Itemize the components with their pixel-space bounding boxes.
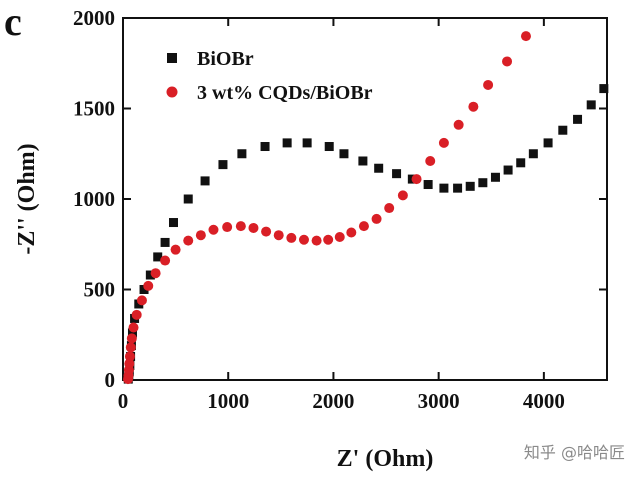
data-point-circle — [126, 333, 137, 344]
plot-border — [122, 17, 608, 381]
data-point-square — [392, 169, 402, 179]
data-point-square — [282, 138, 292, 148]
data-point-circle — [248, 222, 259, 233]
data-point-circle — [453, 119, 464, 130]
x-tick-label: 3000 — [418, 389, 460, 413]
data-point-circle — [160, 255, 171, 266]
data-point-square — [145, 270, 155, 280]
series-cqds-biobr — [123, 31, 531, 385]
data-point-square — [139, 285, 149, 294]
y-tick-label: 1500 — [73, 97, 115, 121]
legend-label: BiOBr — [197, 48, 254, 70]
x-tick-label: 0 — [118, 389, 129, 413]
data-point-circle — [273, 230, 284, 241]
y-tick-label: 2000 — [73, 6, 115, 30]
x-axis: 0 1000 2000 3000 4000 — [118, 18, 565, 413]
data-point-circle — [397, 190, 408, 201]
data-point-square — [339, 149, 349, 159]
legend-label: 3 wt% CQDs/BiOBr — [197, 82, 373, 104]
data-point-circle — [425, 155, 436, 166]
y-tick-label: 0 — [105, 368, 116, 392]
data-point-square — [478, 178, 488, 188]
data-point-circle — [286, 232, 297, 243]
data-point-circle — [195, 230, 206, 241]
data-point-square — [573, 114, 583, 124]
data-point-circle — [235, 221, 246, 232]
legend: BiOBr 3 wt% CQDs/BiOBr — [166, 48, 373, 104]
data-point-circle — [131, 309, 142, 320]
data-point-circle — [438, 137, 449, 148]
x-tick-label: 2000 — [312, 389, 354, 413]
data-point-square — [439, 183, 449, 193]
data-point-square — [358, 156, 368, 166]
data-point-circle — [346, 227, 357, 238]
data-point-circle — [311, 235, 322, 246]
data-point-circle — [183, 235, 194, 246]
panel-label: c — [4, 0, 22, 44]
data-point-square — [586, 100, 596, 110]
data-point-square — [490, 172, 500, 182]
data-point-square — [453, 183, 463, 193]
data-point-circle — [125, 342, 136, 353]
data-point-circle — [334, 232, 345, 243]
data-point-circle — [128, 322, 139, 333]
data-point-square — [558, 125, 568, 135]
data-point-square — [503, 165, 513, 175]
data-point-square — [237, 149, 247, 159]
data-point-circle — [323, 234, 334, 245]
data-point-circle — [468, 101, 479, 112]
data-point-circle — [124, 358, 135, 369]
data-point-square — [218, 160, 228, 170]
data-point-circle — [150, 268, 161, 279]
y-tick-label: 1000 — [73, 187, 115, 211]
data-point-square — [324, 142, 334, 152]
data-point-square — [127, 328, 137, 338]
watermark: 知乎 @哈哈匠 — [523, 443, 625, 462]
data-point-circle — [411, 174, 422, 185]
plot-frame — [122, 17, 608, 381]
y-axis-label: -Z'' (Ohm) — [14, 143, 40, 254]
data-point-circle — [208, 224, 219, 235]
data-point-square — [260, 142, 270, 152]
data-point-square — [599, 84, 609, 94]
data-point-circle — [483, 79, 494, 90]
data-point-square — [516, 158, 526, 168]
x-tick-label: 1000 — [207, 389, 249, 413]
data-point-circle — [261, 226, 272, 237]
data-point-circle — [298, 234, 309, 245]
data-point-circle — [222, 222, 233, 233]
data-point-circle — [384, 203, 395, 214]
data-point-square — [200, 176, 210, 186]
x-tick-label: 4000 — [523, 389, 565, 413]
data-point-square — [528, 149, 538, 159]
data-point-square — [543, 138, 553, 148]
data-point-circle — [170, 244, 181, 255]
series-layer — [123, 31, 609, 385]
data-point-square — [302, 138, 312, 148]
legend-marker-square — [167, 53, 177, 63]
data-point-circle — [136, 295, 147, 306]
data-point-square — [465, 181, 475, 191]
data-point-square — [153, 252, 163, 262]
data-point-circle — [124, 351, 135, 362]
x-axis-label: Z' (Ohm) — [337, 446, 434, 472]
data-point-square — [160, 237, 170, 247]
legend-marker-circle — [166, 86, 178, 98]
y-tick-label: 500 — [84, 278, 116, 302]
data-point-circle — [502, 56, 513, 67]
data-point-square — [183, 194, 193, 204]
data-point-circle — [358, 221, 369, 232]
data-point-square — [374, 163, 384, 173]
data-point-square — [423, 180, 433, 190]
data-point-square — [169, 218, 179, 228]
y-axis: 0 500 1000 1500 2000 — [73, 6, 607, 392]
data-point-circle — [371, 213, 382, 224]
data-point-circle — [143, 280, 154, 291]
data-point-circle — [520, 31, 531, 42]
